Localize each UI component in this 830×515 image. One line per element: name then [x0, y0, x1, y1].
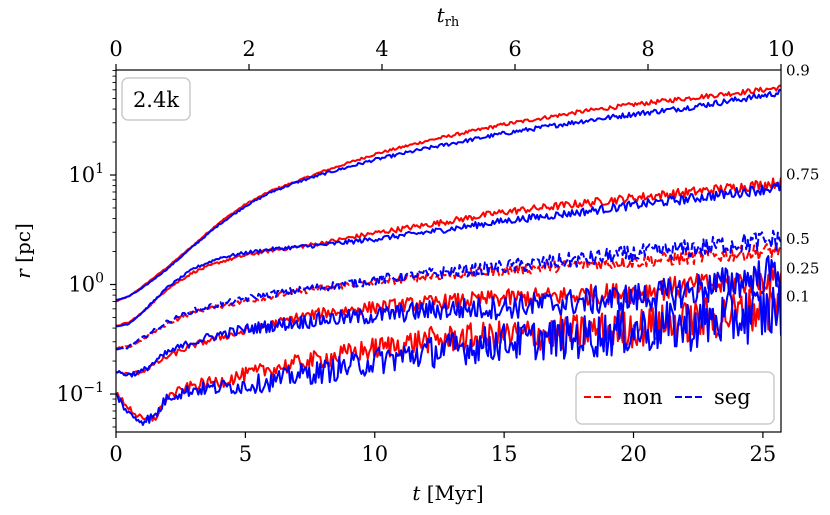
top-axis-label: trh	[437, 3, 460, 30]
fraction-labels: 0.9 0.75 0.5 0.25 0.1	[786, 62, 819, 306]
y-tick-label: 101	[68, 161, 104, 187]
fraction-label: 0.25	[786, 260, 819, 278]
series-layer	[116, 84, 781, 426]
top-x-tick-label: 0	[109, 37, 122, 61]
fraction-label: 0.9	[786, 62, 810, 80]
y-axis-label-unit: [pc]	[11, 223, 35, 269]
x-tick-label: 25	[750, 442, 777, 466]
ticks-layer: 0 5 10 15 20 25 0 2 4 6 8 10 10−1 100 101	[57, 37, 795, 466]
annotation-text: 2.4k	[133, 88, 179, 112]
top-x-tick-label: 6	[508, 37, 521, 61]
fraction-label: 0.75	[786, 166, 819, 184]
x-tick-label: 15	[491, 442, 518, 466]
x-tick-label: 5	[239, 442, 252, 466]
plot-frame	[115, 69, 782, 433]
legend-label-seg: seg	[714, 385, 751, 409]
y-tick-label: 100	[68, 271, 104, 297]
series-line-non-0p75	[116, 177, 781, 327]
y-axis-label: r [pc]	[11, 223, 35, 279]
series-line-seg-0p9	[116, 88, 781, 301]
series-line-non-0p9	[116, 84, 781, 303]
x-axis-label: t [Myr]	[412, 481, 483, 505]
series-line-seg-0p25	[116, 255, 781, 378]
x-tick-label: 20	[620, 442, 647, 466]
annotation-frame	[121, 77, 191, 121]
legend: non seg	[575, 371, 775, 425]
series-line-non-0p25	[116, 265, 781, 377]
top-x-tick-label: 4	[375, 37, 388, 61]
top-x-tick-label: 2	[242, 37, 255, 61]
y-tick-label: 10−1	[57, 380, 104, 406]
fraction-label: 0.1	[786, 287, 810, 305]
top-axis-label-sub: rh	[445, 15, 460, 30]
x-tick-label: 10	[361, 442, 388, 466]
series-line-seg-0p5	[116, 229, 781, 351]
x-axis-label-unit: [Myr]	[420, 481, 483, 505]
series-line-seg-0p1	[116, 281, 781, 426]
x-tick-label: 0	[109, 442, 122, 466]
top-axis-label-var: t	[437, 3, 446, 27]
series-line-seg-0p75	[116, 181, 781, 328]
top-x-tick-label: 8	[641, 37, 654, 61]
legend-label-non: non	[623, 385, 663, 409]
y-axis-label-var: r	[11, 268, 35, 279]
annotation-box: 2.4k	[121, 77, 191, 121]
top-x-tick-label: 10	[768, 37, 795, 61]
fraction-label: 0.5	[786, 230, 810, 248]
x-axis-label-var: t	[412, 481, 421, 505]
